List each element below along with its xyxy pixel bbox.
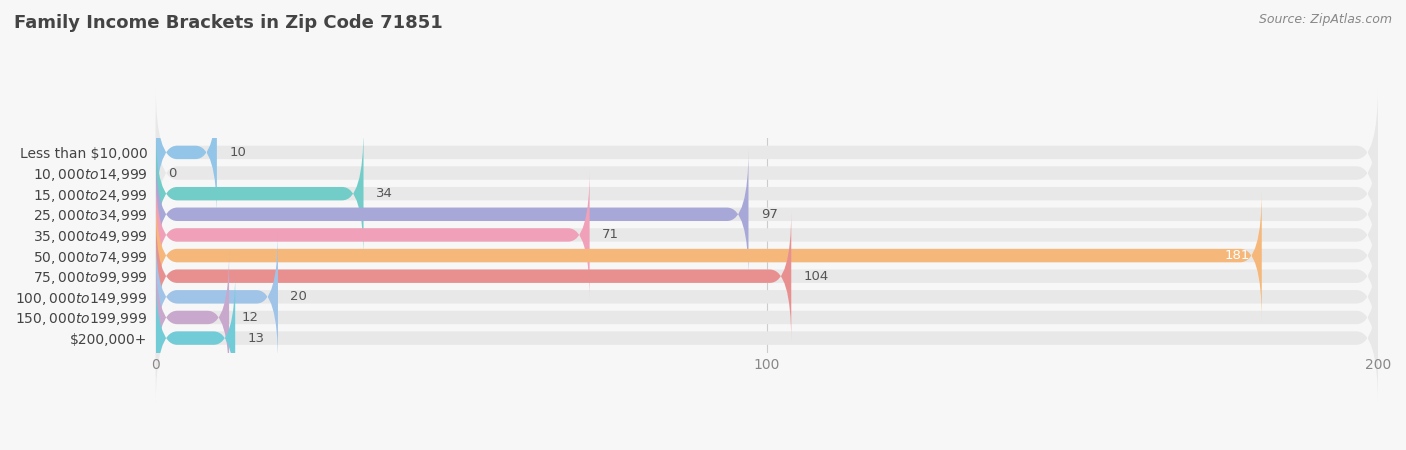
Text: 0: 0 [167, 166, 176, 180]
FancyBboxPatch shape [156, 149, 748, 280]
Text: 10: 10 [229, 146, 246, 159]
Text: 13: 13 [247, 332, 264, 345]
FancyBboxPatch shape [156, 128, 1378, 259]
Text: 12: 12 [242, 311, 259, 324]
FancyBboxPatch shape [156, 87, 1378, 218]
FancyBboxPatch shape [156, 273, 1378, 404]
FancyBboxPatch shape [156, 170, 1378, 301]
FancyBboxPatch shape [156, 273, 235, 404]
FancyBboxPatch shape [156, 108, 1378, 238]
FancyBboxPatch shape [156, 190, 1261, 321]
FancyBboxPatch shape [156, 252, 229, 383]
Text: Family Income Brackets in Zip Code 71851: Family Income Brackets in Zip Code 71851 [14, 14, 443, 32]
FancyBboxPatch shape [156, 128, 364, 259]
FancyBboxPatch shape [156, 149, 1378, 280]
FancyBboxPatch shape [156, 170, 589, 301]
Text: 20: 20 [290, 290, 307, 303]
Text: Source: ZipAtlas.com: Source: ZipAtlas.com [1258, 14, 1392, 27]
Text: 34: 34 [375, 187, 392, 200]
Text: 181: 181 [1225, 249, 1250, 262]
Text: 71: 71 [602, 229, 619, 242]
FancyBboxPatch shape [156, 231, 1378, 362]
FancyBboxPatch shape [156, 87, 217, 218]
Text: 104: 104 [803, 270, 828, 283]
FancyBboxPatch shape [156, 252, 1378, 383]
FancyBboxPatch shape [156, 231, 278, 362]
FancyBboxPatch shape [156, 211, 792, 342]
FancyBboxPatch shape [156, 211, 1378, 342]
FancyBboxPatch shape [156, 190, 1378, 321]
Text: 97: 97 [761, 208, 778, 221]
